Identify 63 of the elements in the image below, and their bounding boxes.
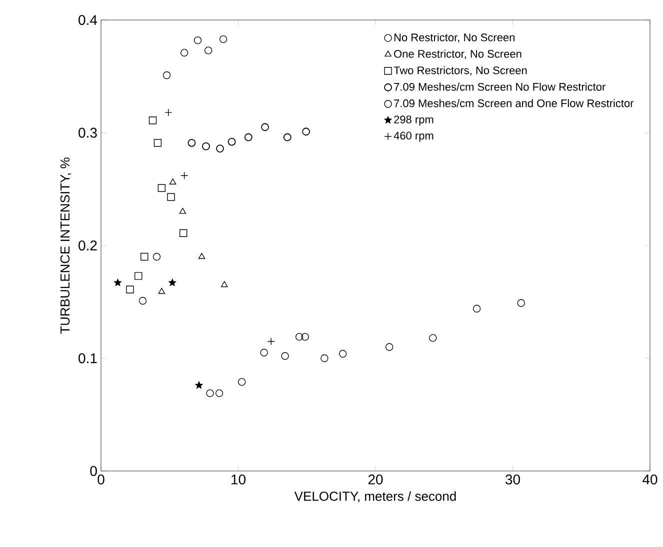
x-axis-title: VELOCITY, meters / second <box>294 491 456 502</box>
point <box>517 299 525 307</box>
point <box>148 116 157 124</box>
point <box>244 133 252 142</box>
point <box>386 343 394 351</box>
point <box>281 352 289 360</box>
point <box>140 252 148 261</box>
point <box>202 142 210 150</box>
point <box>138 296 147 305</box>
y-axis-title: TURBULENCE INTENSITY, % <box>60 158 72 334</box>
point <box>169 178 176 184</box>
point <box>238 378 246 386</box>
legend-label: No Restrictor, No Screen <box>394 33 514 43</box>
point <box>228 138 236 146</box>
point <box>167 193 175 201</box>
point <box>180 48 188 57</box>
point <box>168 278 176 286</box>
legend-label: One Restrictor, No Screen <box>394 50 522 60</box>
point <box>472 304 481 312</box>
point <box>204 46 212 54</box>
x-tick-label: 30 <box>506 474 520 484</box>
legend-label: 460 rpm <box>394 132 434 142</box>
legend-label: 298 rpm <box>394 116 434 126</box>
legend-label: Two Restrictors, No Screen <box>394 66 527 76</box>
point <box>194 36 202 44</box>
point <box>195 381 203 388</box>
point <box>152 252 161 261</box>
y-tick-label: 0.4 <box>78 15 98 25</box>
point <box>216 144 224 152</box>
point <box>206 389 214 398</box>
point <box>126 286 134 294</box>
point <box>158 184 166 192</box>
point <box>134 272 142 280</box>
x-tick-label: 40 <box>642 474 658 484</box>
point <box>260 348 268 356</box>
y-tick-label: 0.3 <box>78 128 97 138</box>
point <box>215 389 224 398</box>
point <box>261 123 269 132</box>
legend-label: 7.09 Meshes/cm Screen and One Flow Restrictor <box>394 99 634 108</box>
x-tick-label: 0 <box>98 474 104 484</box>
point <box>114 278 122 286</box>
point <box>188 138 196 147</box>
point <box>302 128 310 136</box>
point <box>320 354 328 362</box>
point <box>338 350 347 358</box>
point <box>162 71 171 80</box>
point <box>221 281 228 288</box>
point <box>301 332 309 341</box>
y-tick-label: 0 <box>90 466 97 476</box>
point <box>219 35 228 44</box>
x-tick-label: 20 <box>368 474 383 484</box>
y-tick-label: 0.1 <box>78 353 97 364</box>
point <box>198 252 206 259</box>
point <box>295 332 304 341</box>
x-tick-label: 10 <box>232 474 246 484</box>
y-tick-label: 0.2 <box>78 240 97 250</box>
point <box>158 288 166 294</box>
point <box>154 139 162 147</box>
legend-label: 7.09 Meshes/cm Screen No Flow Restrictor <box>394 82 606 91</box>
point <box>180 229 188 237</box>
point <box>179 208 186 214</box>
point <box>283 133 292 142</box>
point <box>429 334 437 342</box>
